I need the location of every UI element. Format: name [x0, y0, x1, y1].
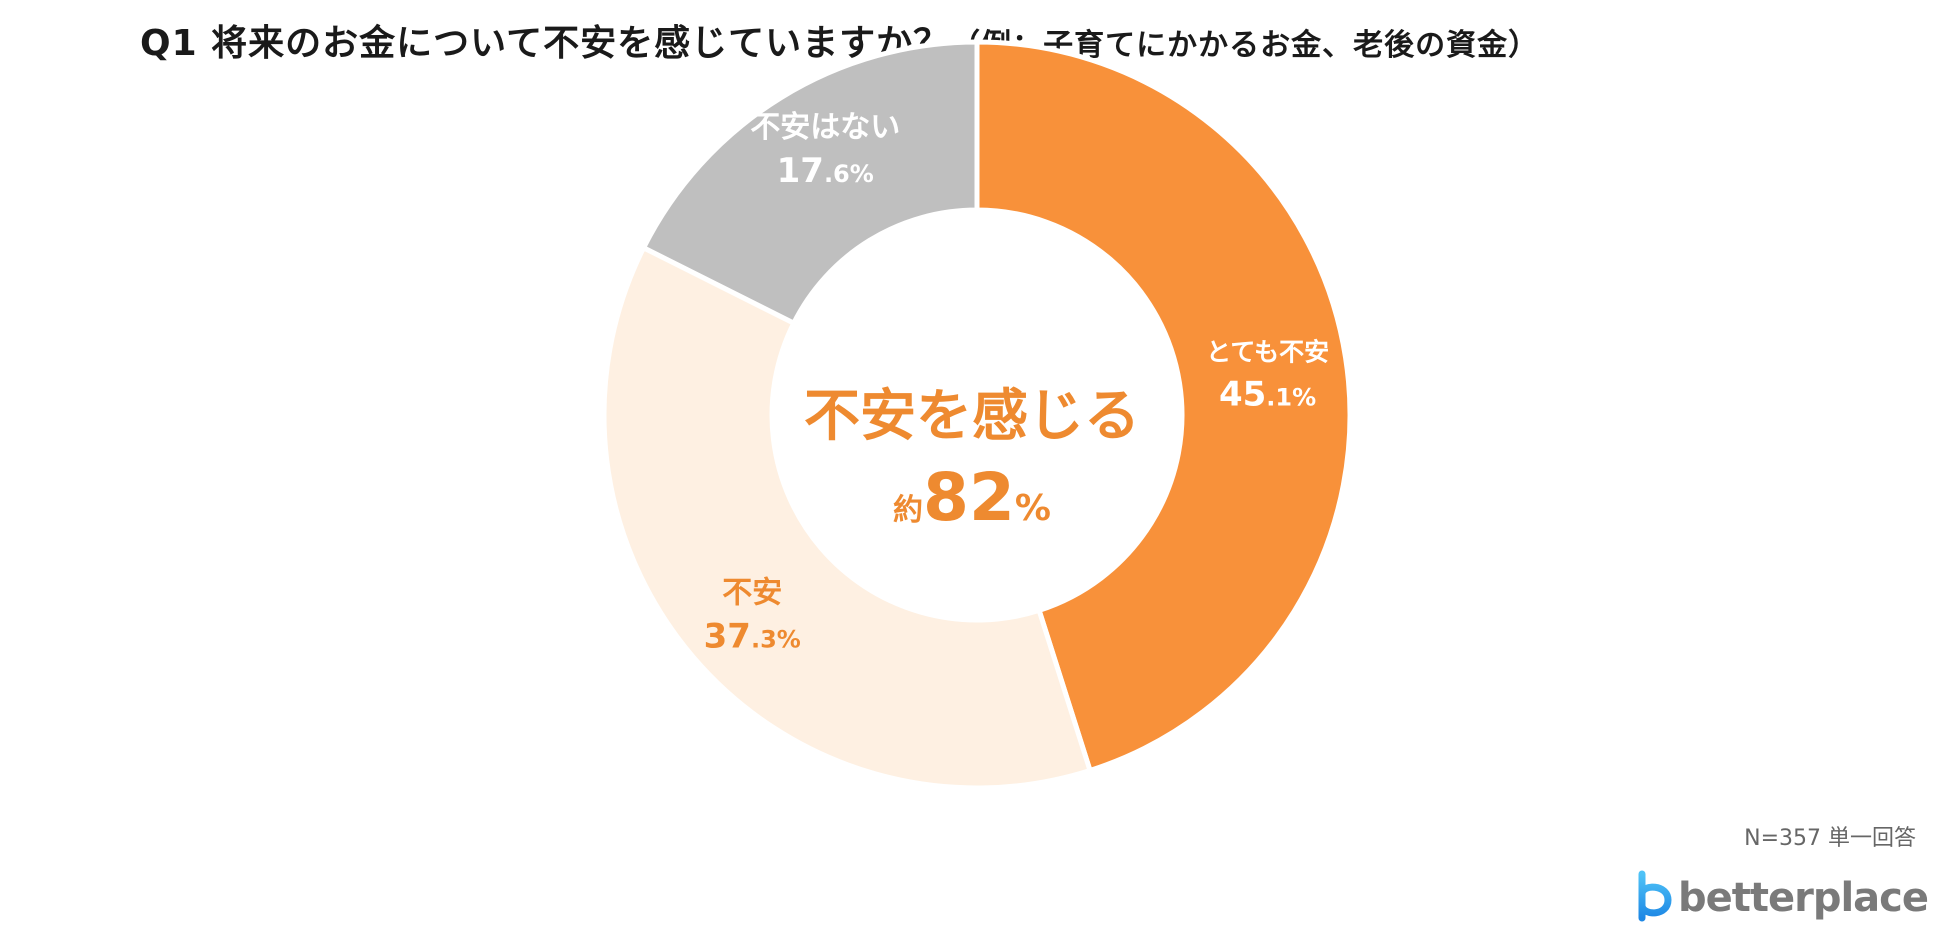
chart-title-main: Q1 将来のお金について不安を感じていますか？ [140, 23, 951, 64]
slice-label: 不安 [722, 576, 782, 611]
donut-slice [601, 244, 1094, 791]
donut-slices [601, 39, 1353, 791]
brand-logo-icon [1638, 870, 1672, 922]
brand-logo: betterplace [1632, 868, 1929, 928]
sample-size-note: N=357 単一回答 [1744, 826, 1916, 851]
center-label: 不安を感じる [804, 384, 1140, 449]
donut-slice [974, 39, 1353, 774]
center-value: 約82% [893, 459, 1051, 536]
slice-value-label: 17.6% [777, 151, 874, 191]
slice-label: とても不安 [1206, 338, 1329, 367]
slice-value-label: 37.3% [704, 617, 801, 657]
slice-label: 不安はない [750, 110, 900, 145]
donut-slice [640, 39, 980, 327]
chart-title: Q1 将来のお金について不安を感じていますか？（例：子育てにかかるお金、老後の資… [140, 14, 1539, 66]
donut-labels: とても不安 45.1% 不安 37.3% 不安はない 17.6% [704, 110, 1329, 657]
slice-value-label: 45.1% [1219, 375, 1316, 415]
brand-logo-text: betterplace [1677, 875, 1929, 921]
